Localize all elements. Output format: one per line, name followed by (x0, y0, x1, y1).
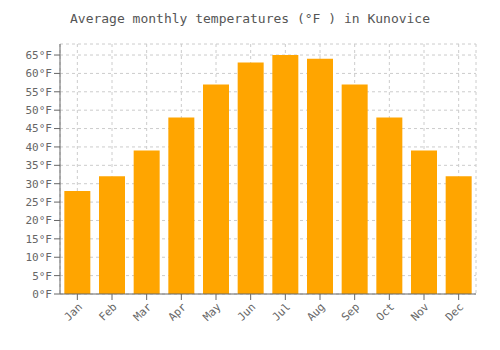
svg-text:Nov: Nov (408, 300, 432, 324)
svg-text:May: May (200, 300, 224, 324)
svg-text:Jun: Jun (235, 300, 258, 323)
svg-text:Jan: Jan (62, 300, 85, 323)
svg-text:Mar: Mar (131, 300, 155, 324)
svg-text:Oct: Oct (374, 300, 397, 323)
svg-text:40°F: 40°F (26, 141, 53, 154)
svg-text:Feb: Feb (96, 300, 119, 323)
svg-text:Dec: Dec (443, 300, 466, 323)
svg-text:35°F: 35°F (26, 159, 53, 172)
svg-text:45°F: 45°F (26, 122, 53, 135)
svg-text:5°F: 5°F (32, 270, 52, 283)
svg-text:Aug: Aug (304, 300, 327, 323)
svg-text:65°F: 65°F (26, 49, 53, 62)
svg-text:50°F: 50°F (26, 104, 53, 117)
svg-text:30°F: 30°F (26, 178, 53, 191)
html-text:Average monthly temperatures (: Average monthly temperatures (°F ) in Ku… (70, 11, 430, 26)
svg-text:60°F: 60°F (26, 67, 53, 80)
svg-text:Apr: Apr (166, 300, 190, 324)
svg-text:20°F: 20°F (26, 214, 53, 227)
svg-text:0°F: 0°F (32, 288, 52, 301)
svg-text:Sep: Sep (339, 300, 362, 323)
svg-text:25°F: 25°F (26, 196, 53, 209)
svg-text:55°F: 55°F (26, 86, 53, 99)
svg-text:15°F: 15°F (26, 233, 53, 246)
svg-text:Jul: Jul (270, 300, 293, 323)
svg-text:10°F: 10°F (26, 251, 53, 264)
